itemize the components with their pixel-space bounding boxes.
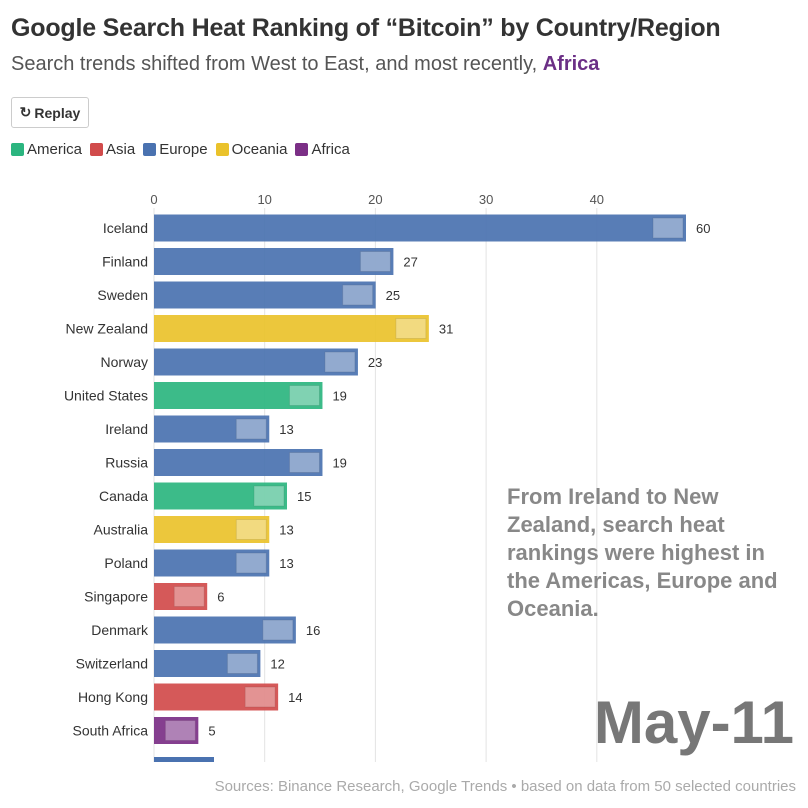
annotation: From Ireland to New Zealand, search heat…: [507, 484, 778, 621]
value-label: 25: [386, 288, 400, 303]
bar-poland: [154, 549, 270, 577]
bar-label: Denmark: [91, 622, 149, 638]
value-label: 14: [288, 690, 302, 705]
legend-item-europe[interactable]: Europe: [143, 141, 208, 158]
bar-denmark: [154, 616, 296, 644]
bar-australia: [154, 516, 270, 543]
value-label: 27: [403, 255, 417, 270]
legend-item-asia[interactable]: Asia: [90, 141, 135, 158]
legend-item-oceania[interactable]: Oceania: [215, 141, 288, 158]
legend-swatch: [295, 143, 309, 156]
bar-label: Singapore: [84, 589, 148, 605]
value-label: 6: [217, 590, 224, 605]
bar-switzerland: [154, 650, 261, 677]
bar-hong-kong: [154, 683, 279, 711]
value-label: 12: [270, 657, 284, 672]
bar-singapore: [154, 583, 208, 610]
value-label: 19: [332, 389, 346, 404]
bar-iceland: [154, 214, 686, 242]
bar-new-zealand: [154, 315, 429, 342]
legend: America Asia Europe Oceania Africa: [11, 141, 350, 158]
x-tick-label: 0: [150, 192, 157, 207]
bar-label: New Zealand: [66, 321, 149, 337]
subtitle-text: Search trends shifted from West to East,…: [11, 53, 543, 75]
flag-icon: [342, 284, 374, 306]
replay-button[interactable]: ↻ Replay: [11, 97, 89, 128]
flag-icon: [359, 251, 391, 272]
bar-ireland: [154, 415, 270, 443]
flag-icon: [164, 720, 196, 741]
source-note: Sources: Binance Research, Google Trends…: [214, 778, 796, 795]
legend-label: America: [27, 141, 83, 158]
flag-icon: [288, 452, 320, 473]
flag-icon: [395, 318, 427, 339]
flag-icon: [173, 586, 205, 607]
flag-icon: [288, 385, 320, 406]
legend-label: Asia: [106, 141, 136, 158]
replay-icon: ↻: [19, 104, 32, 120]
value-label: 5: [208, 724, 215, 739]
flag-icon: [652, 217, 684, 239]
flag-icon: [262, 619, 294, 641]
legend-swatch: [90, 143, 104, 156]
flag-icon: [226, 653, 258, 674]
chart-subtitle: Search trends shifted from West to East,…: [11, 53, 599, 76]
bar-label: Ireland: [105, 421, 148, 437]
value-label: 13: [279, 556, 293, 571]
flag-icon: [235, 552, 267, 574]
bar-canada: [154, 482, 287, 510]
bar-label: Poland: [104, 555, 148, 571]
flag-icon: [244, 686, 276, 708]
flag-icon: [235, 418, 267, 440]
flag-icon: [253, 485, 285, 507]
bar-label: United States: [64, 388, 148, 404]
chart-title: Google Search Heat Ranking of “Bitcoin” …: [11, 14, 721, 42]
x-tick-label: 30: [479, 192, 493, 207]
legend-item-africa[interactable]: Africa: [295, 141, 350, 158]
legend-item-america[interactable]: America: [11, 141, 82, 158]
date-label: May-11: [593, 689, 794, 756]
bar-partial: [154, 757, 214, 762]
bar-label: Norway: [101, 354, 148, 370]
value-label: 31: [439, 322, 453, 337]
x-tick-label: 10: [257, 192, 271, 207]
bar-united-states: [154, 382, 323, 409]
bar-finland: [154, 248, 394, 275]
value-label: 19: [332, 456, 346, 471]
bar-label: South Africa: [73, 723, 149, 739]
value-label: 23: [368, 355, 382, 370]
bar-russia: [154, 449, 323, 476]
flag-icon: [235, 519, 267, 540]
value-label: 60: [696, 221, 710, 236]
bar-norway: [154, 348, 358, 376]
bar-sweden: [154, 281, 376, 309]
legend-swatch: [11, 143, 24, 156]
subtitle-highlight: Africa: [542, 53, 600, 75]
bar-label: Hong Kong: [78, 689, 148, 705]
value-label: 15: [297, 489, 311, 504]
legend-label: Africa: [311, 141, 350, 158]
bar-label: Switzerland: [76, 656, 148, 672]
x-tick-label: 40: [590, 192, 604, 207]
bar-label: Finland: [102, 254, 148, 270]
legend-label: Oceania: [231, 141, 288, 158]
legend-swatch: [143, 143, 157, 156]
bar-south-africa: [154, 717, 199, 744]
legend-label: Europe: [159, 141, 208, 158]
bar-label: Iceland: [103, 220, 148, 236]
bar-label: Canada: [99, 488, 148, 504]
bar-label: Sweden: [97, 287, 148, 303]
bar-label: Russia: [105, 455, 148, 471]
replay-label: Replay: [34, 104, 81, 121]
legend-swatch: [215, 143, 229, 156]
bar-label: Australia: [94, 522, 149, 538]
x-tick-label: 20: [368, 192, 382, 207]
value-label: 13: [279, 422, 293, 437]
flag-icon: [324, 351, 356, 373]
value-label: 13: [279, 523, 293, 538]
value-label: 16: [306, 623, 320, 638]
